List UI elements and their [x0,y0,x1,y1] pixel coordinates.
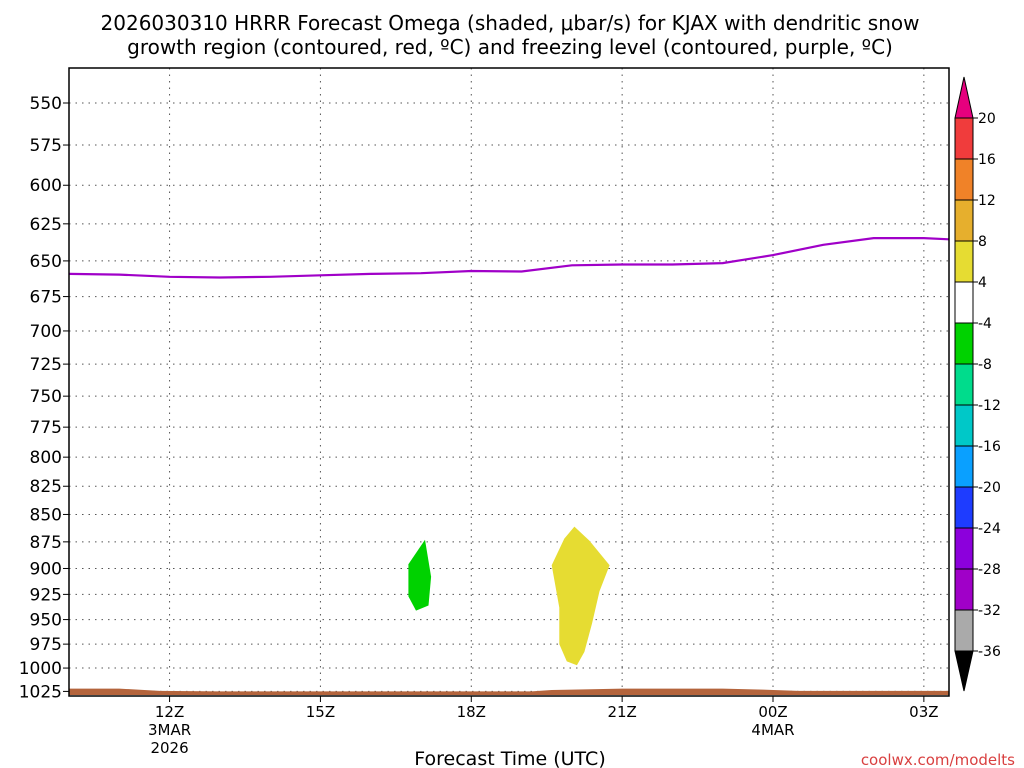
contour-lines [68,237,950,279]
x-tick-label: 12Z [155,703,184,721]
colorbar-label: -12 [978,398,1001,414]
colorbar-swatch [954,445,974,488]
y-tick-label: 1000 [19,659,62,679]
colorbar-swatch [954,363,974,406]
y-tick-label: 775 [30,418,62,438]
x-tick-date-label: 3MAR [148,721,191,739]
colorbar-label: -28 [978,562,1001,578]
colorbar-label: 8 [978,234,987,250]
chart-title-line1: 2026030310 HRRR Forecast Omega (shaded, … [101,11,920,35]
y-tick-label: 675 [30,288,62,308]
colorbar-label: 4 [978,275,987,291]
plot-frame [68,67,950,697]
colorbar-swatch [954,527,974,570]
colorbar-label: -16 [978,439,1001,455]
terrain-area [69,688,949,695]
colorbar-label: -20 [978,480,1001,496]
colorbar: 20 16 12 8 4 -4 -8 -12 -16 -20 -24 -28 -32 -36 [954,76,1001,692]
y-tick-label: 700 [30,322,62,342]
x-tick-label: 21Z [607,703,636,721]
y-tick-label: 625 [30,215,62,235]
colorbar-label: -24 [978,521,1001,537]
x-axis-label: Forecast Time (UTC) [414,748,605,768]
colorbar-label: -8 [978,357,992,373]
colorbar-label: 20 [978,111,996,127]
colorbar-swatch [954,609,974,652]
y-tick-label: 850 [30,505,62,525]
y-tick-label: 550 [30,94,62,114]
colorbar-label: -32 [978,603,1001,619]
y-tick-label: 900 [30,559,62,579]
gridlines [69,68,949,696]
colorbar-label: 12 [978,193,996,209]
y-tick-label: 825 [30,477,62,497]
x-tick-label: 15Z [306,703,335,721]
colorbar-swatch [954,240,974,283]
y-tick-label: 750 [30,387,62,407]
x-tick-label: 03Z [909,703,938,721]
x-tick-label: 00Z [758,703,787,721]
omega-region [551,526,610,666]
chart-title-line2: growth region (contoured, red, ºC) and f… [127,35,893,59]
x-tick-date-label: 4MAR [751,721,794,739]
colorbar-label: 16 [978,152,996,168]
y-tick-label: 650 [30,252,62,272]
colorbar-swatch [954,158,974,201]
x-tick-label: 18Z [457,703,486,721]
credit-text: coolwx.com/modelts [861,751,1015,768]
colorbar-swatch [954,568,974,611]
y-axis-ticks: 550 575 600 625 650 675 700 725 750 775 800 825 850 8… [19,94,69,702]
colorbar-swatch [954,322,974,365]
omega-region [408,539,432,611]
y-tick-label: 975 [30,635,62,655]
y-tick-label: 925 [30,585,62,605]
x-tick-year-label: 2026 [150,739,188,757]
omega-shading [408,526,610,666]
colorbar-label: -4 [978,316,992,332]
colorbar-swatch [954,199,974,242]
y-tick-label: 950 [30,611,62,631]
freezing-level-line [68,237,950,279]
y-tick-label: 600 [30,176,62,196]
colorbar-bottom-arrow [954,650,974,692]
terrain-fill [69,688,949,695]
colorbar-swatch [954,486,974,529]
colorbar-label: -36 [978,644,1001,660]
y-tick-label: 575 [30,136,62,156]
colorbar-swatch [954,404,974,447]
y-tick-label: 725 [30,355,62,375]
y-tick-label: 1025 [19,682,62,702]
y-tick-label: 875 [30,533,62,553]
y-tick-label: 800 [30,448,62,468]
colorbar-swatch [954,281,974,324]
colorbar-swatch [954,117,974,160]
colorbar-top-arrow [954,76,974,119]
